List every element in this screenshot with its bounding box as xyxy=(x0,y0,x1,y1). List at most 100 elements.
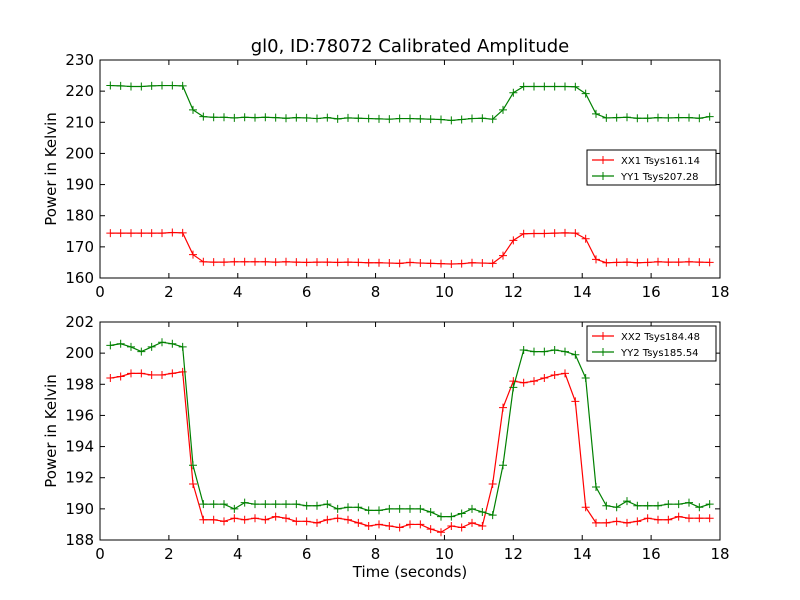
data-point xyxy=(282,114,290,123)
data-point xyxy=(581,234,590,243)
data-point xyxy=(364,521,373,530)
data-point xyxy=(385,115,394,124)
data-point xyxy=(127,369,135,378)
data-point xyxy=(457,509,466,518)
data-point xyxy=(654,515,662,524)
data-point xyxy=(116,81,125,90)
data-point xyxy=(261,500,270,509)
data-point xyxy=(147,81,156,90)
data-point xyxy=(623,518,631,527)
data-point xyxy=(612,113,621,122)
data-point xyxy=(106,229,115,238)
data-point xyxy=(344,515,352,524)
data-point xyxy=(571,229,580,238)
data-point xyxy=(426,525,435,534)
data-point xyxy=(602,518,611,527)
data-point xyxy=(550,346,559,355)
data-point xyxy=(323,500,332,509)
data-point xyxy=(509,236,518,245)
data-point xyxy=(457,115,466,124)
data-point xyxy=(426,115,435,124)
data-point xyxy=(519,229,528,238)
x-tick-label: 16 xyxy=(642,545,661,563)
data-point xyxy=(643,514,652,523)
data-point xyxy=(116,372,125,381)
data-point xyxy=(685,514,693,523)
data-point xyxy=(540,229,549,238)
data-point xyxy=(261,113,270,122)
y-tick-label: 180 xyxy=(65,207,94,225)
data-point xyxy=(292,500,301,509)
y-axis-label: Power in Kelvin xyxy=(42,374,60,488)
data-point xyxy=(344,258,352,267)
data-point xyxy=(261,257,270,266)
data-point xyxy=(333,258,342,267)
data-point xyxy=(561,82,569,91)
data-point xyxy=(592,518,600,527)
data-point xyxy=(550,370,559,379)
data-point xyxy=(499,403,507,412)
legend-label: XX2 Tsys184.48 xyxy=(621,332,700,343)
data-point xyxy=(561,228,569,237)
data-point xyxy=(127,82,135,91)
data-point xyxy=(530,377,538,386)
y-tick-label: 200 xyxy=(65,344,94,362)
y-tick-label: 188 xyxy=(65,531,94,549)
chart-panel-2: 0 2 4 6 8 10 12 14 16 18 188 190 192 194 196 198 200 202 P… xyxy=(42,313,730,581)
data-point xyxy=(540,82,549,91)
data-point xyxy=(457,523,466,532)
data-point xyxy=(271,113,280,122)
data-point xyxy=(416,520,425,529)
x-tick-label: 18 xyxy=(710,283,729,301)
data-point xyxy=(220,113,228,122)
data-point xyxy=(313,258,321,267)
data-point xyxy=(530,229,538,238)
data-point xyxy=(602,113,611,122)
data-point xyxy=(292,258,301,267)
data-point xyxy=(395,523,404,532)
data-point xyxy=(488,259,497,268)
data-point xyxy=(385,259,394,268)
y-axis-label: Power in Kelvin xyxy=(42,112,60,226)
data-point xyxy=(395,259,404,268)
data-point xyxy=(240,498,249,507)
data-point xyxy=(168,81,177,90)
data-point xyxy=(468,114,476,123)
data-point xyxy=(251,500,259,509)
y-tick-label: 170 xyxy=(65,238,94,256)
data-point xyxy=(468,258,476,267)
data-point xyxy=(344,503,352,512)
data-point xyxy=(643,258,652,267)
data-point xyxy=(602,258,611,267)
data-point xyxy=(385,521,394,530)
data-point xyxy=(571,350,580,359)
data-point xyxy=(623,258,631,267)
data-point xyxy=(199,515,208,524)
x-tick-label: 16 xyxy=(642,283,661,301)
data-point xyxy=(292,113,301,122)
data-point xyxy=(178,342,187,351)
data-point xyxy=(333,114,342,123)
data-point xyxy=(581,503,590,512)
data-point xyxy=(540,347,549,356)
x-tick-label: 2 xyxy=(164,545,174,563)
data-point xyxy=(189,479,197,488)
data-point xyxy=(137,82,146,91)
data-point xyxy=(364,114,373,123)
data-point xyxy=(106,374,115,383)
data-point xyxy=(230,504,239,513)
data-point xyxy=(375,258,383,267)
data-point xyxy=(571,397,580,406)
data-point xyxy=(426,259,435,268)
data-point xyxy=(664,113,673,122)
plot-frame xyxy=(99,321,721,541)
data-point xyxy=(323,258,332,267)
legend-swatch-marker xyxy=(599,156,607,164)
data-point xyxy=(416,504,425,513)
x-tick-label: 10 xyxy=(435,545,454,563)
data-point xyxy=(282,514,290,523)
data-point xyxy=(313,114,321,123)
data-point xyxy=(354,258,363,267)
